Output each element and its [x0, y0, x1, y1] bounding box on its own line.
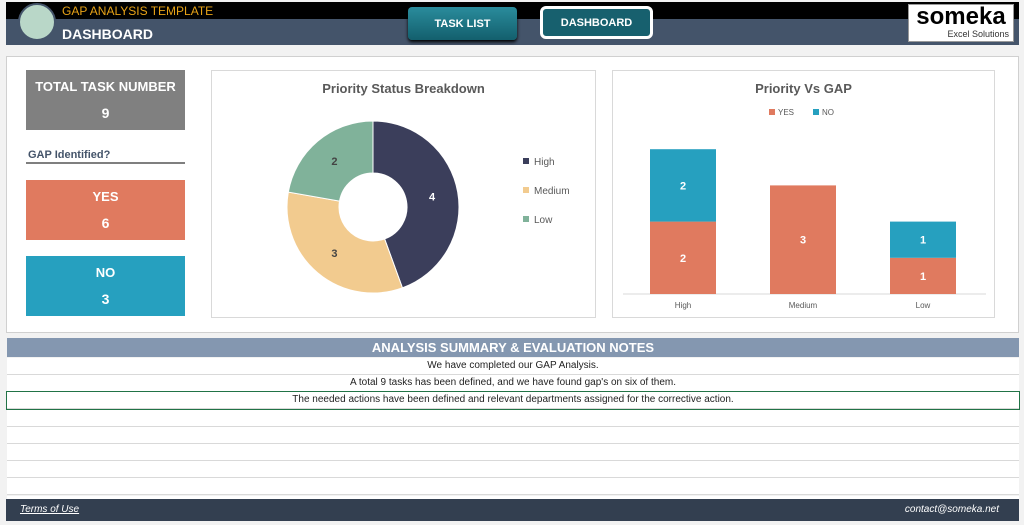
bar-low-yes — [890, 257, 956, 294]
slice-label: 3 — [331, 248, 337, 260]
slice-label: 2 — [331, 156, 337, 168]
summary-row[interactable]: We have completed our GAP Analysis. — [7, 358, 1019, 375]
x-tick-label: High — [675, 301, 691, 310]
summary-row[interactable] — [7, 461, 1019, 479]
yes-card: YES 6 — [26, 180, 185, 240]
bar-label: 3 — [800, 235, 806, 247]
x-tick-label: Medium — [789, 301, 818, 310]
no-value: 3 — [101, 291, 110, 307]
summary-row[interactable]: A total 9 tasks has been defined, and we… — [7, 375, 1019, 393]
contact-email[interactable]: contact@someka.net — [904, 504, 999, 515]
slice-low — [287, 120, 374, 202]
legend-label: Medium — [534, 186, 570, 197]
app-logo-icon — [18, 3, 56, 41]
gap-identified-label: GAP Identified? — [28, 149, 111, 161]
summary-row[interactable] — [7, 409, 1019, 427]
brand-tagline: Excel Solutions — [947, 29, 1009, 39]
legend-swatch — [523, 216, 529, 222]
bar-chart-title: Priority Vs GAP — [755, 81, 852, 96]
page-title: DASHBOARD — [62, 26, 153, 42]
legend-swatch — [523, 187, 529, 193]
summary-title: ANALYSIS SUMMARY & EVALUATION NOTES — [7, 338, 1019, 357]
total-task-card: TOTAL TASK NUMBER 9 — [26, 70, 185, 130]
brand-name: someka — [916, 3, 1006, 30]
slice-medium — [286, 191, 404, 294]
summary-row[interactable] — [7, 478, 1019, 496]
legend-swatch — [813, 109, 819, 115]
bar-label: 2 — [680, 253, 686, 265]
someka-logo[interactable]: someka Excel Solutions — [908, 4, 1014, 42]
dashboard-button[interactable]: DASHBOARD — [540, 6, 653, 39]
summary-row[interactable] — [7, 426, 1019, 444]
bar-label: 1 — [920, 271, 926, 283]
legend-label: High — [534, 157, 555, 168]
legend-label: YES — [778, 108, 794, 117]
app-title: GAP ANALYSIS TEMPLATE — [62, 4, 214, 18]
bar-label: 1 — [920, 235, 926, 247]
no-label: NO — [95, 265, 116, 280]
slice-label: 4 — [429, 192, 436, 204]
divider — [26, 162, 185, 164]
task-list-button[interactable]: TASK LIST — [408, 7, 517, 40]
donut-chart: Priority Status Breakdown 4 High 3 Medium 2 L… — [211, 70, 596, 318]
bar-low-no — [890, 221, 956, 258]
x-tick-label: Low — [916, 301, 931, 310]
no-card: NO 3 — [26, 256, 185, 316]
legend-swatch — [523, 158, 529, 164]
footer: Terms of Use contact@someka.net — [6, 499, 1019, 521]
total-task-value: 9 — [101, 105, 110, 121]
total-task-label: TOTAL TASK NUMBER — [35, 79, 176, 94]
bar-label: 2 — [680, 180, 686, 192]
bar-high-no — [650, 149, 716, 222]
summary-row[interactable]: The needed actions have been defined and… — [6, 391, 1020, 411]
bar-medium-yes — [770, 185, 836, 294]
legend-swatch — [769, 109, 775, 115]
bar-high-yes — [650, 221, 716, 294]
terms-of-use-link[interactable]: Terms of Use — [20, 504, 80, 515]
bar-chart: Priority Vs GAP YES NO 2 2 High 3 Medium 1 1 Low — [612, 70, 995, 318]
yes-label: YES — [92, 189, 119, 204]
legend-label: NO — [822, 108, 834, 117]
yes-value: 6 — [101, 215, 110, 231]
slice-high — [372, 120, 460, 289]
summary-row[interactable] — [7, 444, 1019, 461]
donut-chart-title: Priority Status Breakdown — [322, 81, 485, 96]
legend-label: Low — [534, 215, 553, 226]
